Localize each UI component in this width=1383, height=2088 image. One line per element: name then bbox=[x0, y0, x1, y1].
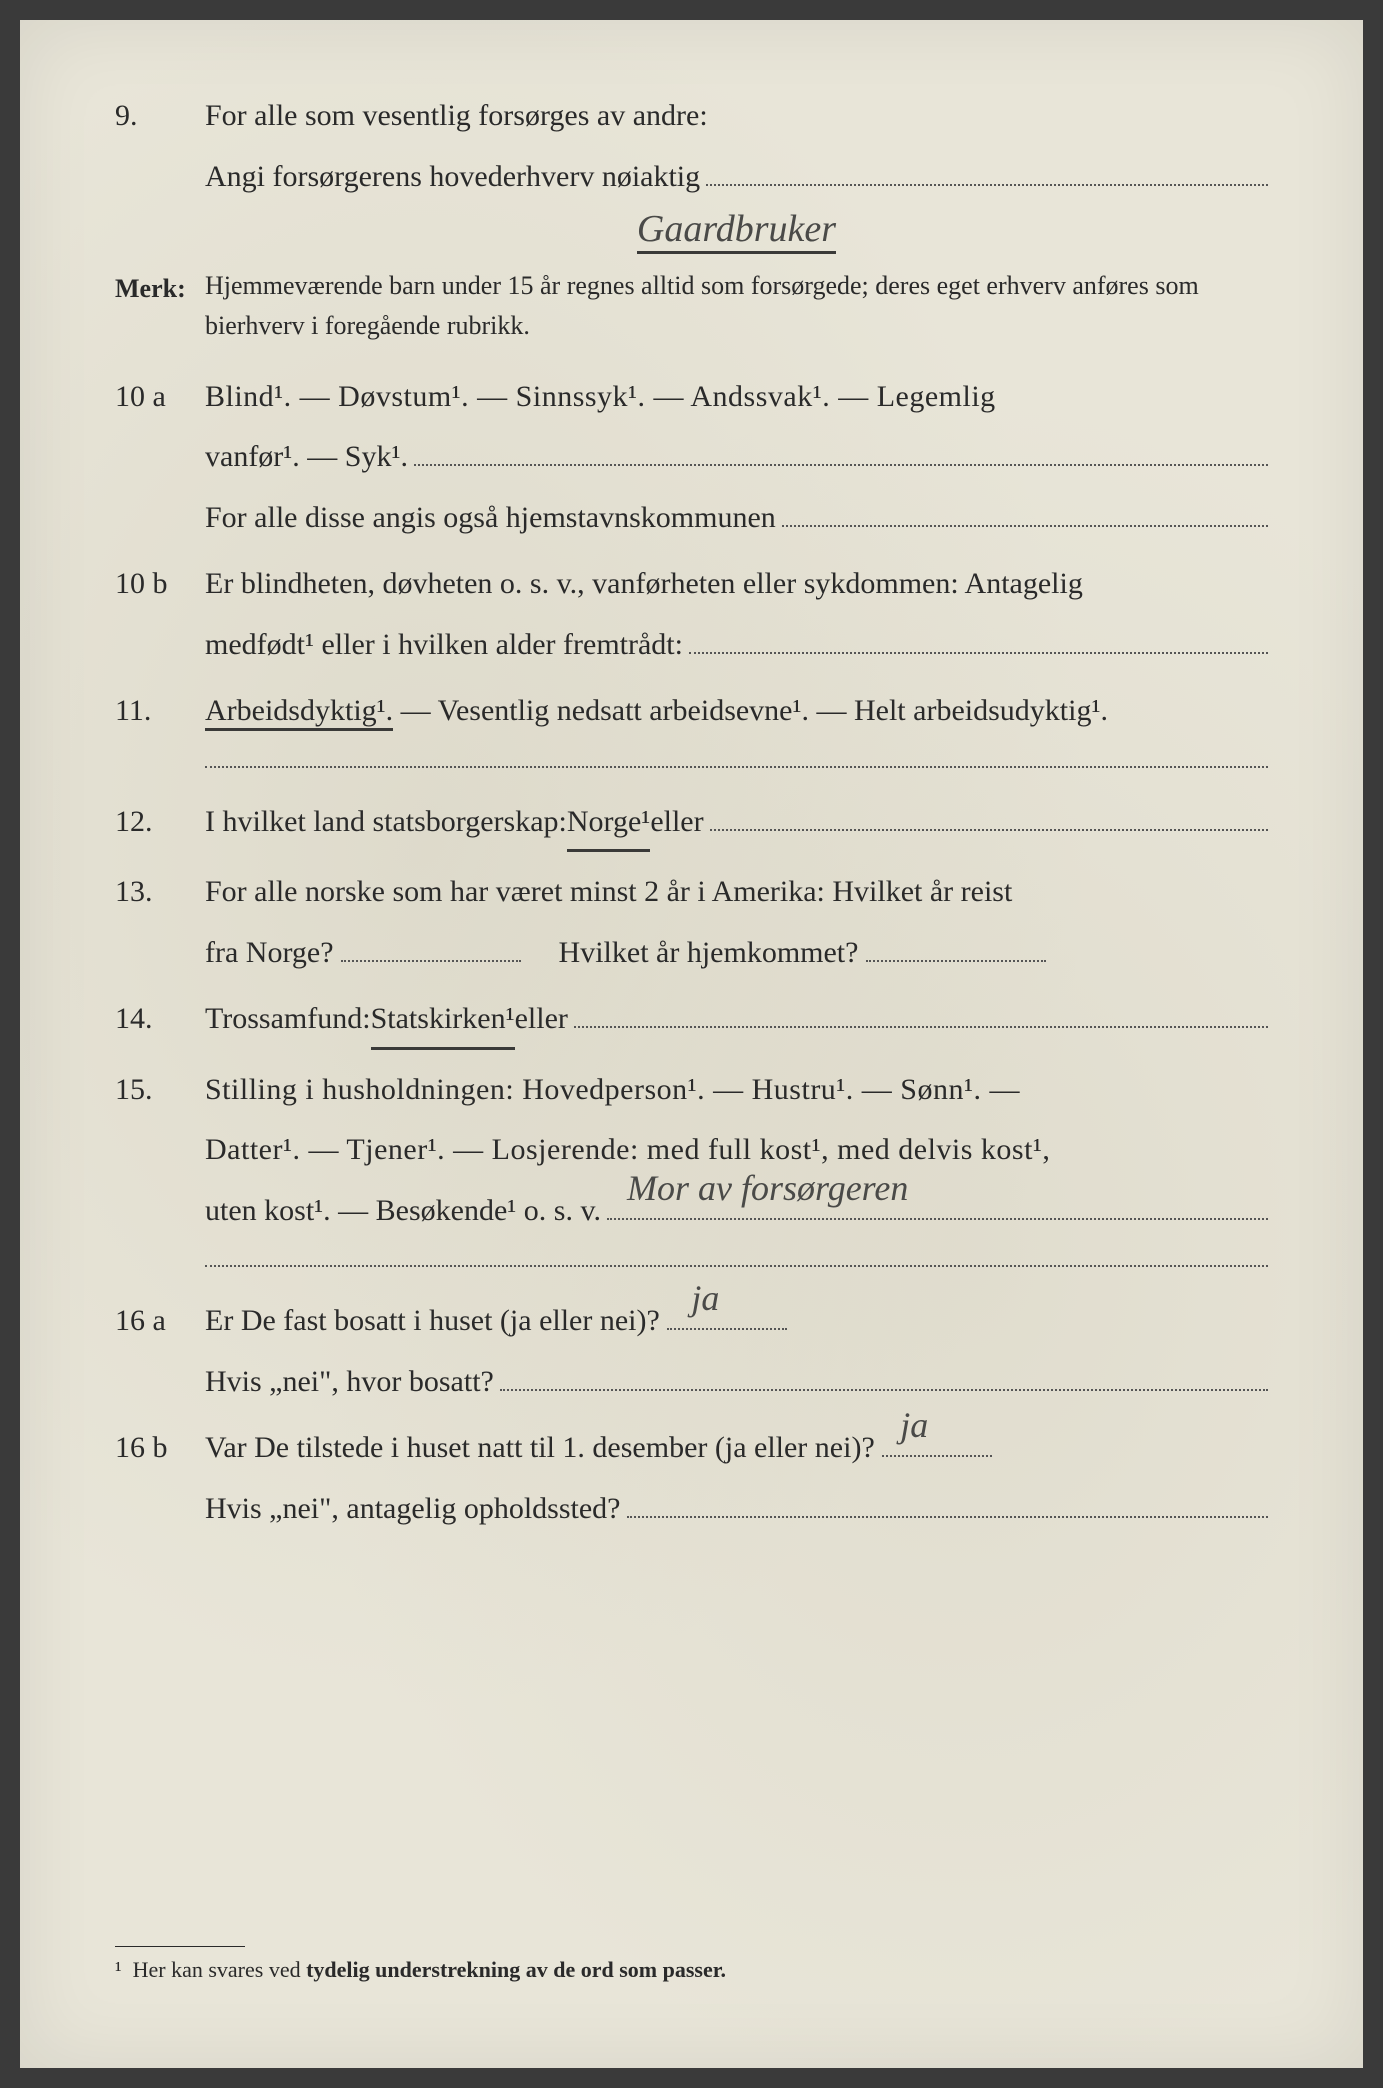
q13-number: 13. bbox=[115, 866, 205, 919]
q10b-blank bbox=[689, 652, 1268, 654]
q15-line3: uten kost¹. — Besøkende¹ o. s. v. Mor av… bbox=[205, 1185, 1268, 1238]
q12-number: 12. bbox=[115, 796, 205, 849]
q13-blank2 bbox=[866, 929, 1046, 962]
q9-line2: Angi forsørgerens hovederhverv nøiaktig bbox=[205, 151, 1268, 204]
q15-handwriting: Mor av forsørgeren bbox=[627, 1157, 908, 1220]
q14-underlined: Statskirken¹ bbox=[371, 993, 515, 1050]
q11-number: 11. bbox=[115, 685, 205, 738]
q9-row1: 9. For alle som vesentlig forsørges av a… bbox=[115, 90, 1268, 143]
merk-text: Hjemmeværende barn under 15 år regnes al… bbox=[205, 266, 1268, 347]
q13-line2: fra Norge? Hvilket år hjemkommet? bbox=[205, 927, 1268, 980]
q10a-blank2 bbox=[782, 525, 1268, 527]
q12-post: eller bbox=[650, 796, 703, 849]
q16b-line2: Hvis „nei", antagelig opholdssted? bbox=[205, 1483, 1268, 1536]
q12-blank bbox=[710, 829, 1268, 831]
q14-number: 14. bbox=[115, 993, 205, 1046]
q9-handwriting-wrap: Gaardbruker bbox=[205, 207, 1268, 251]
q10a-line3-text: For alle disse angis også hjemstavnskomm… bbox=[205, 492, 776, 545]
footnote-text-a: Her kan svares ved bbox=[133, 1957, 307, 1982]
q16a-line1: Er De fast bosatt i huset (ja eller nei)… bbox=[205, 1295, 1268, 1348]
q13-line2a: fra Norge? bbox=[205, 936, 334, 969]
section-divider-1 bbox=[205, 766, 1268, 768]
merk-label: Merk: bbox=[115, 266, 205, 312]
q15-line3-text: uten kost¹. — Besøkende¹ o. s. v. bbox=[205, 1185, 601, 1238]
q13-line1: For alle norske som har været minst 2 år… bbox=[205, 866, 1268, 919]
q9-blank bbox=[706, 184, 1268, 186]
q16b-number: 16 b bbox=[115, 1422, 205, 1475]
q10b-line1: Er blindheten, døvheten o. s. v., vanfør… bbox=[205, 558, 1268, 611]
q16b-hw: ja bbox=[900, 1394, 928, 1457]
q9-line2-text: Angi forsørgerens hovederhverv nøiaktig bbox=[205, 151, 700, 204]
q16a-line2-text: Hvis „nei", hvor bosatt? bbox=[205, 1356, 494, 1409]
q10b-row1: 10 b Er blindheten, døvheten o. s. v., v… bbox=[115, 558, 1268, 611]
q16b-line1-text: Var De tilstede i huset natt til 1. dese… bbox=[205, 1431, 875, 1464]
q10b-line2: medfødt¹ eller i hvilken alder fremtrådt… bbox=[205, 619, 1268, 672]
section-divider-2 bbox=[205, 1265, 1268, 1267]
q11-rest: — Vesentlig nedsatt arbeidsevne¹. — Helt… bbox=[393, 694, 1108, 727]
q10b-line2-text: medfødt¹ eller i hvilken alder fremtrådt… bbox=[205, 619, 683, 672]
q12-underlined: Norge¹ bbox=[567, 796, 650, 853]
q16b-line2-text: Hvis „nei", antagelig opholdssted? bbox=[205, 1483, 621, 1536]
footnote: ¹ Her kan svares ved tydelig understrekn… bbox=[115, 1957, 1268, 1983]
q16a-blank2 bbox=[500, 1389, 1268, 1391]
q16a-row1: 16 a Er De fast bosatt i huset (ja eller… bbox=[115, 1295, 1268, 1348]
q16a-blank1: ja bbox=[667, 1297, 787, 1330]
q12-pre: I hvilket land statsborgerskap: bbox=[205, 796, 567, 849]
q13-row1: 13. For alle norske som har været minst … bbox=[115, 866, 1268, 919]
scanned-form-page: 9. For alle som vesentlig forsørges av a… bbox=[20, 20, 1363, 2068]
q10a-line2: vanfør¹. — Syk¹. bbox=[205, 431, 1268, 484]
q15-line1: Stilling i husholdningen: Hovedperson¹. … bbox=[205, 1064, 1268, 1117]
q15-number: 15. bbox=[115, 1064, 205, 1117]
q15-row1: 15. Stilling i husholdningen: Hovedperso… bbox=[115, 1064, 1268, 1117]
q12-body: I hvilket land statsborgerskap: Norge¹ e… bbox=[205, 796, 1268, 853]
q12-row: 12. I hvilket land statsborgerskap: Norg… bbox=[115, 796, 1268, 853]
footnote-text-b: tydelig understrekning av de ord som pas… bbox=[306, 1957, 726, 1982]
q10a-blank1 bbox=[414, 464, 1268, 466]
q9-handwriting: Gaardbruker bbox=[637, 208, 836, 254]
q14-post: eller bbox=[515, 993, 568, 1046]
q14-row: 14. Trossamfund: Statskirken¹ eller bbox=[115, 993, 1268, 1050]
q16a-hw: ja bbox=[691, 1267, 719, 1330]
q10b-number: 10 b bbox=[115, 558, 205, 611]
q11-body: Arbeidsdyktig¹. — Vesentlig nedsatt arbe… bbox=[205, 685, 1268, 738]
q16b-blank2 bbox=[627, 1516, 1269, 1518]
q14-body: Trossamfund: Statskirken¹ eller bbox=[205, 993, 1268, 1050]
q11-underlined: Arbeidsdyktig¹. bbox=[205, 694, 393, 731]
q14-pre: Trossamfund: bbox=[205, 993, 371, 1046]
q16b-blank1: ja bbox=[882, 1424, 992, 1457]
q15-blank: Mor av forsørgeren bbox=[607, 1218, 1268, 1220]
q11-row: 11. Arbeidsdyktig¹. — Vesentlig nedsatt … bbox=[115, 685, 1268, 738]
q16a-line1-text: Er De fast bosatt i huset (ja eller nei)… bbox=[205, 1304, 660, 1337]
q13-line2b: Hvilket år hjemkommet? bbox=[559, 936, 859, 969]
q13-blank1 bbox=[341, 929, 521, 962]
footnote-area: ¹ Her kan svares ved tydelig understrekn… bbox=[115, 1946, 1268, 1983]
q16a-number: 16 a bbox=[115, 1295, 205, 1348]
q16b-row1: 16 b Var De tilstede i huset natt til 1.… bbox=[115, 1422, 1268, 1475]
q10a-row1: 10 a Blind¹. — Døvstum¹. — Sinnssyk¹. — … bbox=[115, 371, 1268, 424]
q14-blank bbox=[574, 1026, 1268, 1028]
merk-row: Merk: Hjemmeværende barn under 15 år reg… bbox=[115, 265, 1268, 347]
footnote-marker: ¹ bbox=[115, 1957, 122, 1982]
q10a-number: 10 a bbox=[115, 371, 205, 424]
q10a-line3: For alle disse angis også hjemstavnskomm… bbox=[205, 492, 1268, 545]
footnote-rule bbox=[115, 1946, 245, 1947]
q16b-line1: Var De tilstede i huset natt til 1. dese… bbox=[205, 1422, 1268, 1475]
q10a-line2-text: vanfør¹. — Syk¹. bbox=[205, 431, 408, 484]
q16a-line2: Hvis „nei", hvor bosatt? bbox=[205, 1356, 1268, 1409]
q10a-line1: Blind¹. — Døvstum¹. — Sinnssyk¹. — Andss… bbox=[205, 371, 1268, 424]
q9-number: 9. bbox=[115, 90, 205, 143]
q9-line1: For alle som vesentlig forsørges av andr… bbox=[205, 90, 1268, 143]
